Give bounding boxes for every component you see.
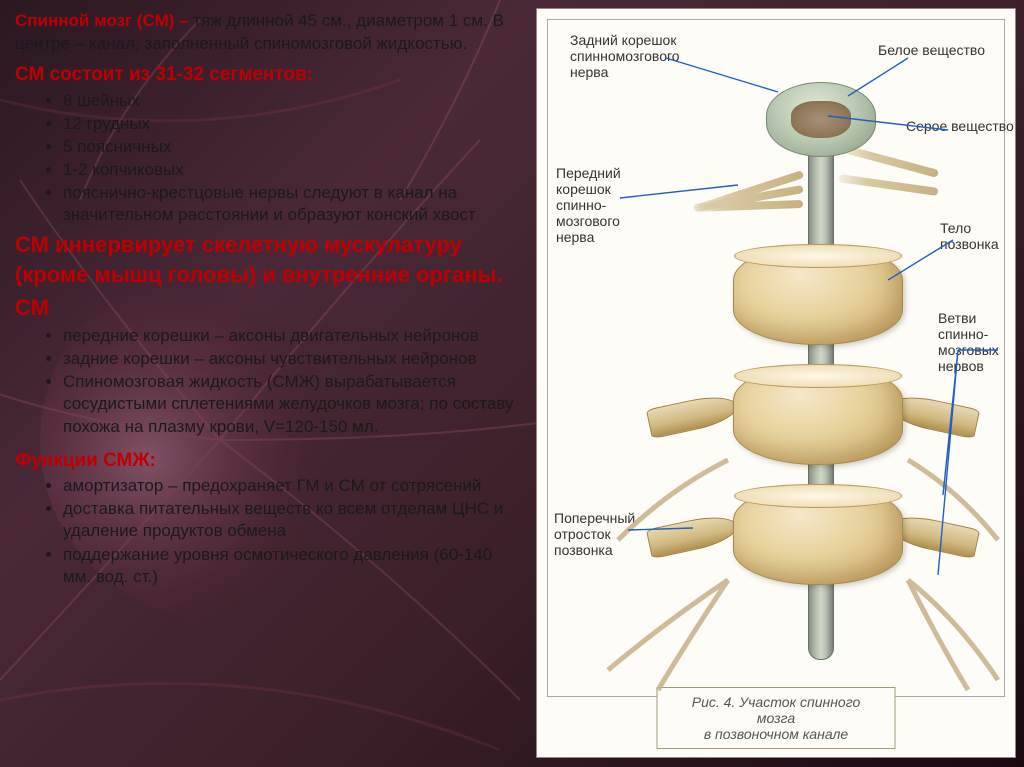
section4-heading: Функции СМЖ:: [15, 448, 515, 474]
section4-list: амортизатор – предохраняет ГМ и СМ от со…: [63, 475, 515, 587]
section2-heading: СМ иннервирует скелетную мускулатуру (кр…: [15, 230, 515, 289]
list-item: 5 поясничных: [63, 136, 515, 158]
section3-heading: СМ: [15, 293, 515, 323]
caption-line2: в позвоночном канале: [676, 726, 877, 742]
list-item: амортизатор – предохраняет ГМ и СМ от со…: [63, 475, 515, 497]
list-item: 1-2 копчиковых: [63, 159, 515, 181]
list-item: поддержание уровня осмотического давлени…: [63, 544, 515, 588]
diagram-caption: Рис. 4. Участок спинного мозга в позвоно…: [657, 687, 896, 749]
section1-list: 8 шейных 12 грудных 5 поясничных 1-2 коп…: [63, 90, 515, 227]
text-content: Спинной мозг (СМ) – тяж длинной 45 см., …: [0, 0, 530, 599]
list-item: пояснично-крестцовые нервы следуют в кан…: [63, 182, 515, 226]
list-item: Спиномозговая жидкость (СМЖ) вырабатывае…: [63, 371, 515, 437]
list-item: 12 грудных: [63, 113, 515, 135]
caption-line1: Рис. 4. Участок спинного мозга: [676, 694, 877, 726]
anatomy-diagram: Задний корешок спинномозгового нерва Бел…: [536, 8, 1016, 758]
section3-list: передние корешки – аксоны двигательных н…: [63, 325, 515, 437]
title-main: Спинной мозг (СМ) –: [15, 11, 193, 30]
list-item: передние корешки – аксоны двигательных н…: [63, 325, 515, 347]
title-paragraph: Спинной мозг (СМ) – тяж длинной 45 см., …: [15, 10, 515, 56]
leader-lines: [548, 20, 1004, 696]
list-item: задние корешки – аксоны чувствительных н…: [63, 348, 515, 370]
section1-heading: СМ состоит из 31-32 сегментов:: [15, 62, 515, 88]
list-item: доставка питательных веществ ко всем отд…: [63, 498, 515, 542]
list-item: 8 шейных: [63, 90, 515, 112]
diagram-frame: Задний корешок спинномозгового нерва Бел…: [547, 19, 1005, 697]
